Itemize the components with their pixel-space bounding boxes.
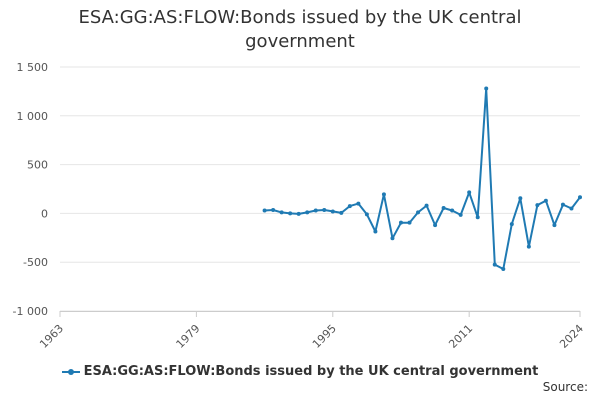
y-tick-label: 0 — [41, 207, 48, 220]
data-point — [543, 198, 548, 203]
x-tick-label: 1979 — [174, 322, 203, 351]
legend[interactable]: ESA:GG:AS:FLOW:Bonds issued by the UK ce… — [0, 364, 600, 379]
y-tick-label: 1 000 — [17, 110, 49, 123]
data-point — [569, 206, 574, 211]
y-tick-label: 500 — [27, 159, 48, 172]
data-point — [518, 196, 523, 201]
data-point — [296, 211, 301, 216]
data-point — [560, 202, 565, 207]
legend-label: ESA:GG:AS:FLOW:Bonds issued by the UK ce… — [83, 364, 539, 379]
data-point — [381, 192, 386, 197]
source-label: Source: — [542, 380, 588, 394]
data-point — [313, 208, 318, 213]
data-point — [509, 222, 514, 227]
data-point — [458, 212, 463, 217]
data-point — [501, 267, 506, 272]
x-tick-label: 2011 — [446, 322, 475, 351]
x-tick-label: 1995 — [310, 322, 339, 351]
data-point — [424, 203, 429, 208]
data-point — [356, 201, 361, 206]
data-point — [373, 229, 378, 234]
data-point — [288, 211, 293, 216]
data-point — [492, 262, 497, 267]
data-point — [475, 215, 480, 220]
y-tick-label: -1 000 — [13, 305, 48, 318]
y-tick-label: -500 — [23, 256, 48, 269]
x-tick-label: 1963 — [37, 322, 66, 351]
data-point — [407, 220, 412, 225]
data-point — [330, 209, 335, 214]
data-point — [441, 206, 446, 211]
data-point — [526, 244, 531, 249]
data-point — [552, 223, 557, 228]
chart-title: ESA:GG:AS:FLOW:Bonds issued by the UK ce… — [78, 7, 522, 52]
data-point — [484, 86, 489, 91]
data-point — [416, 210, 421, 215]
data-point — [535, 203, 540, 208]
data-point — [450, 208, 455, 213]
y-tick-label: 1 500 — [17, 61, 49, 74]
legend-swatch — [61, 367, 80, 377]
data-point — [271, 207, 276, 212]
data-point — [398, 220, 403, 225]
data-point — [279, 210, 284, 215]
data-point — [433, 223, 438, 228]
data-point — [262, 208, 267, 213]
data-point — [305, 210, 310, 215]
data-point — [390, 236, 395, 241]
data-point — [339, 210, 344, 215]
data-point — [347, 204, 352, 209]
data-point — [467, 190, 472, 195]
x-tick-label: 2024 — [557, 322, 586, 351]
data-point — [364, 212, 369, 217]
data-point — [322, 207, 327, 212]
data-point — [578, 195, 582, 200]
